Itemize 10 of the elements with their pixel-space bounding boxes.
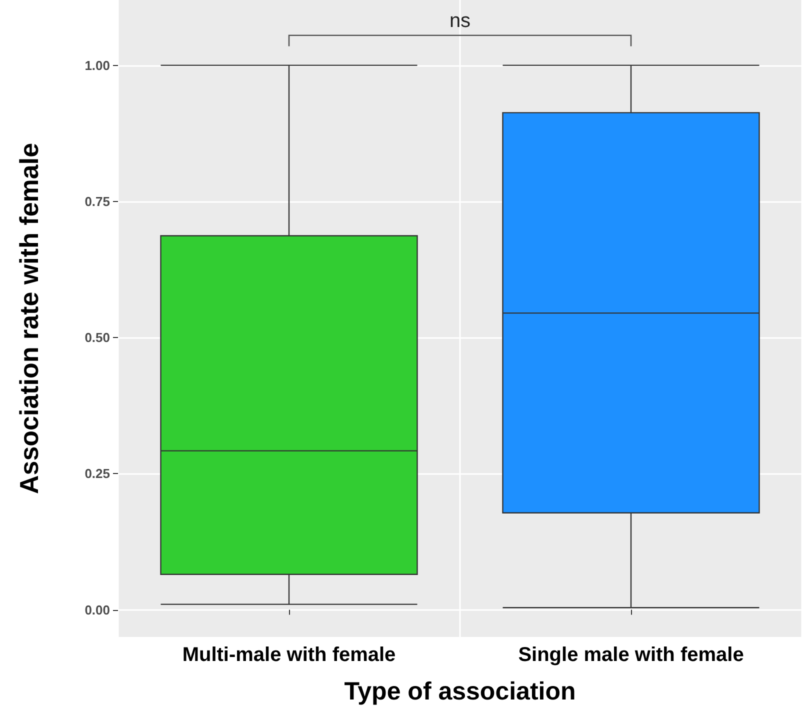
x-tick-label: Multi-male with female bbox=[182, 644, 396, 666]
y-axis-title: Association rate with female bbox=[14, 142, 44, 494]
x-axis-title: Type of association bbox=[344, 678, 576, 706]
y-tick-label: 0.25 bbox=[84, 466, 110, 482]
y-tick-label: 0.50 bbox=[84, 330, 110, 346]
annotation: ns bbox=[449, 10, 471, 34]
x-tick-label: Single male with female bbox=[518, 644, 744, 666]
y-tick-label: 0.00 bbox=[84, 602, 110, 618]
y-tick-label: 1.00 bbox=[84, 58, 110, 73]
y-tick-label: 0.75 bbox=[84, 194, 110, 209]
